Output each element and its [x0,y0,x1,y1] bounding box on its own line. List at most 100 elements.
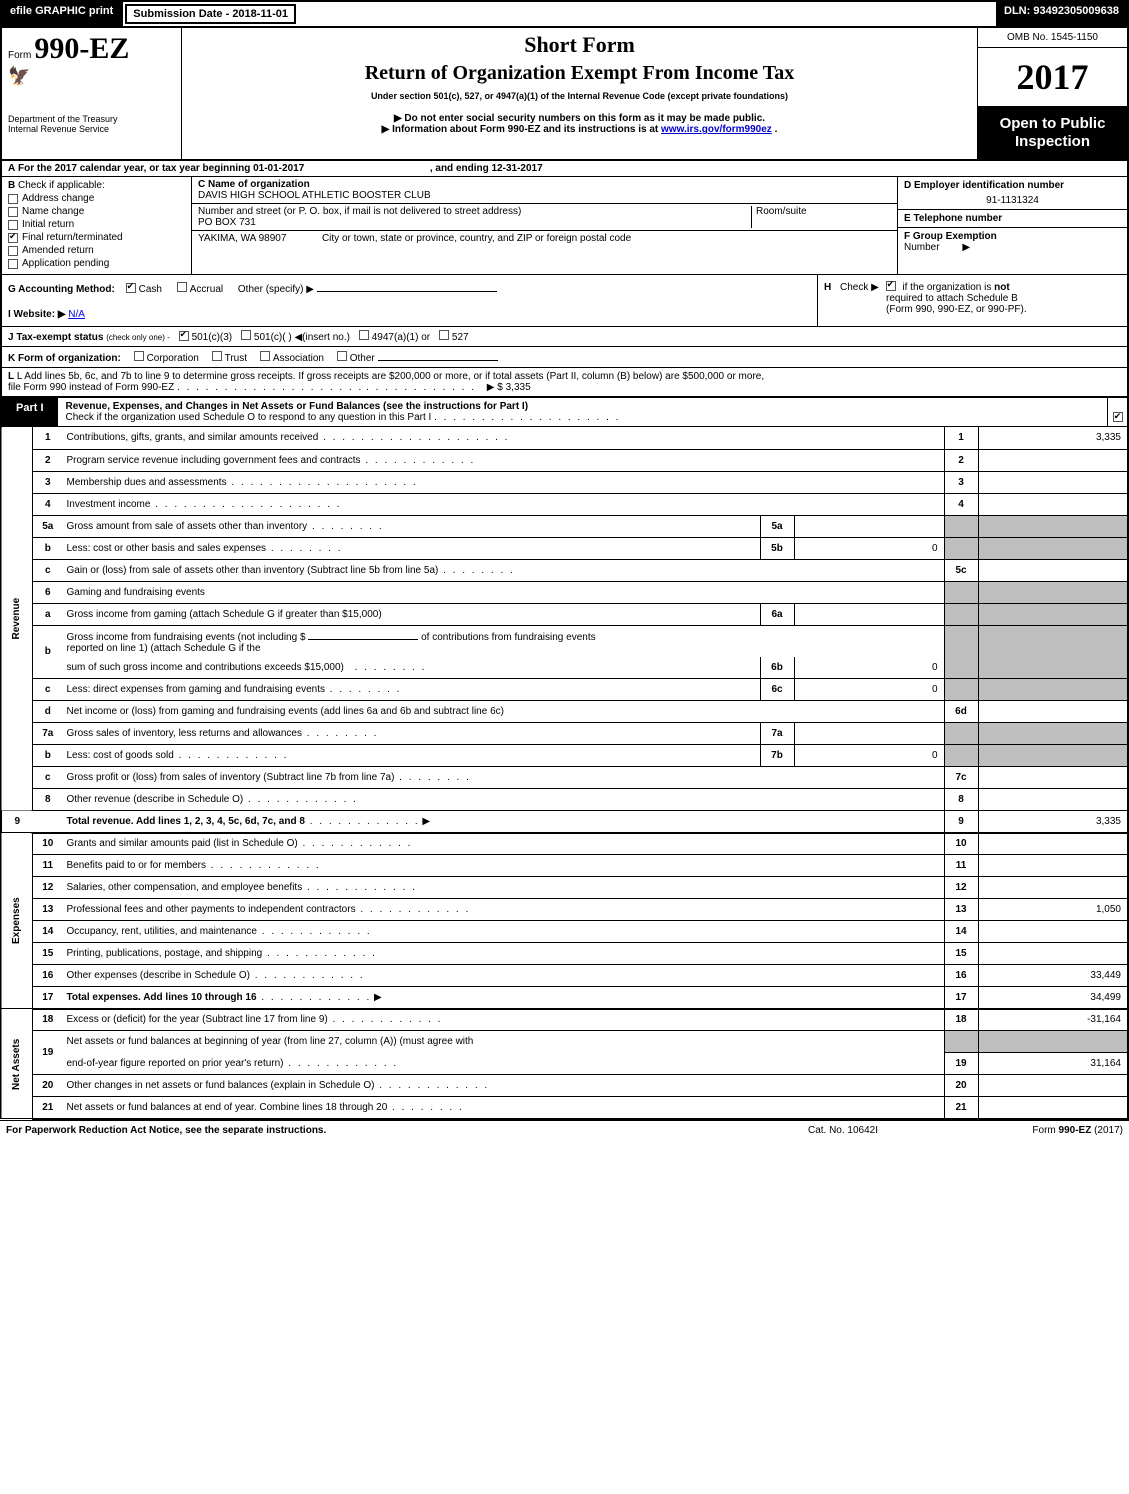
info-link[interactable]: www.irs.gov/form990ez [661,124,772,135]
part1-title: Revenue, Expenses, and Changes in Net As… [66,401,529,412]
h-text2: if the organization is [902,282,991,293]
main-val-grey [978,603,1128,625]
sub-val [794,723,944,745]
dots-icon [434,412,620,423]
g-other: Other (specify) ▶ [238,284,314,295]
line-20: 20 Other changes in net assets or fund b… [1,1075,1128,1097]
checkbox-icon[interactable] [241,330,251,340]
main-num: 7c [944,767,978,789]
checkbox-icon[interactable] [212,351,222,361]
ln-desc: Investment income [67,499,151,510]
line-19-r1: 19 Net assets or fund balances at beginn… [1,1031,1128,1053]
checkbox-icon[interactable] [886,281,896,291]
ln-num: 15 [33,943,63,965]
omb-number: OMB No. 1545-1150 [978,28,1127,48]
k-other-blank[interactable] [378,350,498,361]
part1-checkbox[interactable] [1107,398,1127,426]
ln-num: 3 [33,471,63,493]
j-527: 527 [452,332,469,343]
main-val [978,789,1128,811]
main-val [978,1097,1128,1119]
main-num-grey [944,515,978,537]
checkbox-icon[interactable] [260,351,270,361]
irs-eagle-icon: 🦅 [8,66,175,87]
ln-num: c [33,559,63,581]
i-label: I Website: ▶ [8,309,66,320]
open-line1: Open to Public [982,115,1123,133]
checkbox-icon [8,220,18,230]
main-num: 1 [944,427,978,449]
blank-icon[interactable] [308,629,418,640]
checkbox-icon[interactable] [359,330,369,340]
line-7c: c Gross profit or (loss) from sales of i… [1,767,1128,789]
sub-num: 7b [760,745,794,767]
chk-name-change[interactable]: Name change [8,206,185,217]
main-val: 3,335 [978,811,1128,833]
sub-val [794,515,944,537]
chk-address-change[interactable]: Address change [8,193,185,204]
website-link[interactable]: N/A [68,309,85,320]
main-num: 18 [944,1009,978,1031]
chk-final-return[interactable]: Final return/terminated [8,232,185,243]
ln-desc: Excess or (deficit) for the year (Subtra… [67,1014,328,1025]
main-val: 3,335 [978,427,1128,449]
ln-num: 12 [33,877,63,899]
main-num: 17 [944,987,978,1009]
ln-num: b [33,537,63,559]
checkbox-icon[interactable] [134,351,144,361]
part1-badge: Part I [2,398,58,426]
line-7b: b Less: cost of goods sold 7b 0 [1,745,1128,767]
radio-icon[interactable] [126,283,136,293]
chk-label-text: Name change [22,206,84,217]
main-num: 11 [944,855,978,877]
side-expenses: Expenses [1,833,33,1009]
row-l-gross-receipts: L L Add lines 5b, 6c, and 7b to line 9 t… [0,368,1129,398]
g-label: G Accounting Method: [8,284,115,295]
line-4: 4 Investment income 4 [1,493,1128,515]
lines-table: Revenue 1 Contributions, gifts, grants, … [0,427,1129,1120]
main-val [978,449,1128,471]
chk-application-pending[interactable]: Application pending [8,258,185,269]
checkbox-icon [8,233,18,243]
ln-desc: Less: cost or other basis and sales expe… [67,543,267,554]
main-num-grey [944,581,978,603]
line-6b-r1: b Gross income from fundraising events (… [1,625,1128,657]
row-a-taxyear: A For the 2017 calendar year, or tax yea… [0,161,1129,177]
line-1: Revenue 1 Contributions, gifts, grants, … [1,427,1128,449]
h-schedule-b: H Check ▶ if the organization is not req… [817,275,1127,326]
checkbox-icon[interactable] [439,330,449,340]
row-k-org-form: K Form of organization: Corporation Trus… [0,347,1129,368]
dots-icon [262,948,377,959]
dots-icon [438,565,514,576]
form-header: Form 990-EZ 🦅 Department of the Treasury… [0,28,1129,161]
line-17: 17 Total expenses. Add lines 10 through … [1,987,1128,1009]
checkbox-icon[interactable] [179,331,189,341]
ln-num: 21 [33,1097,63,1119]
main-val-grey [978,537,1128,559]
line-3: 3 Membership dues and assessments 3 [1,471,1128,493]
dots-icon [257,926,372,937]
f-label: F Group Exemption [904,231,997,242]
ssn-warning: ▶ Do not enter social security numbers o… [202,113,957,124]
j-4947: 4947(a)(1) or [372,332,430,343]
line-2: 2 Program service revenue including gove… [1,449,1128,471]
form-prefix: Form [8,50,31,61]
ln-num: 18 [33,1009,63,1031]
checkbox-icon[interactable] [337,351,347,361]
g-other-blank[interactable] [317,281,497,292]
section-bcdef: B Check if applicable: Address change Na… [0,177,1129,275]
line-19-r2: end-of-year figure reported on prior yea… [1,1053,1128,1075]
chk-initial-return[interactable]: Initial return [8,219,185,230]
ln-num: c [33,767,63,789]
line-6: 6 Gaming and fundraising events [1,581,1128,603]
main-num: 8 [944,789,978,811]
footer-form-post: (2017) [1094,1125,1123,1136]
street-label: Number and street (or P. O. box, if mail… [198,206,751,217]
radio-icon[interactable] [177,282,187,292]
dots-icon [307,521,383,532]
ln-num-spacer [33,811,63,833]
ln-num: 6 [33,581,63,603]
chk-amended-return[interactable]: Amended return [8,245,185,256]
sub-num: 6b [760,657,794,679]
main-val-grey [978,1031,1128,1053]
